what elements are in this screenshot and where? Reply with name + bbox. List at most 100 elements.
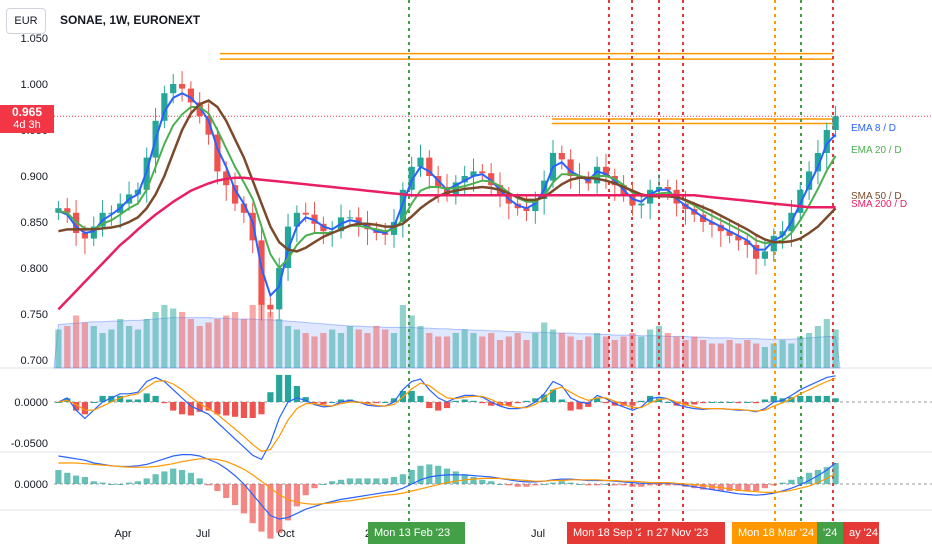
panel3-hist-bar — [823, 467, 830, 484]
volume-bar — [284, 326, 292, 368]
candle-body — [708, 222, 716, 225]
last-price-badge: 0.965 4d 3h — [0, 105, 54, 133]
panel3-hist-bar — [55, 470, 62, 484]
candle-body — [161, 93, 168, 121]
candle-body — [488, 173, 495, 186]
panel2-hist-bar — [205, 402, 212, 411]
panel2-hist-bar — [426, 402, 433, 409]
panel2-hist-bar — [284, 374, 292, 402]
panel3-hist-bar — [443, 468, 451, 484]
legend-ema8: EMA 8 / D — [851, 123, 897, 134]
panel2-hist-bar — [73, 402, 80, 411]
volume-bar — [267, 312, 274, 368]
panel3-hist-bar — [64, 472, 71, 484]
panel3-hist-bar — [611, 484, 618, 486]
panel3-hist-bar — [541, 484, 548, 485]
volume-bar — [655, 326, 663, 368]
panel3-hist-bar — [276, 484, 283, 533]
panel2-hist-bar — [638, 400, 645, 402]
volume-bar — [417, 326, 424, 368]
panel3-hist-bar — [249, 484, 256, 524]
candle-body — [602, 166, 610, 176]
panel2-hist-bar — [655, 398, 663, 402]
volume-bar — [708, 343, 716, 368]
candle-body — [753, 245, 760, 259]
panel2-hist-bar — [514, 402, 521, 404]
panel2-hist-bar — [479, 402, 486, 404]
panel2-hist-bar — [408, 390, 415, 402]
date-label-feb23: Mon 13 Feb '23 — [368, 522, 465, 544]
panel3-hist-bar — [452, 471, 459, 484]
panel2-hist-bar — [293, 386, 300, 402]
panel3-hist-bar — [549, 482, 557, 484]
panel2-hist-bar — [814, 395, 821, 402]
panel3-hist-bar — [240, 484, 247, 514]
panel2-hist-bar — [567, 402, 574, 411]
panel2-hist-bar — [523, 400, 530, 402]
candle-body — [735, 235, 742, 241]
volume-bar — [602, 336, 610, 368]
volume-bar — [399, 305, 406, 368]
volume-bar — [249, 305, 256, 368]
volume-bar — [232, 312, 239, 368]
sma200-line — [57, 176, 836, 311]
candle-body — [179, 84, 186, 89]
candle-body — [426, 157, 433, 176]
candle-body — [779, 231, 786, 236]
candle-body — [90, 226, 97, 239]
candle-body — [823, 130, 830, 153]
candle-body — [346, 217, 353, 219]
volume-bar — [814, 326, 821, 368]
panel2-hist-bar — [390, 398, 398, 402]
candle-body — [664, 187, 671, 190]
panel3-hist-bar — [753, 484, 760, 491]
panel3-hist-bar — [761, 484, 768, 489]
volume-bar — [55, 329, 62, 368]
candle-body — [214, 134, 221, 172]
panel2-hist-bar — [161, 402, 168, 404]
volume-bar — [664, 333, 671, 368]
panel3-hist-bar — [81, 477, 88, 484]
panel3-hist-bar — [311, 484, 318, 489]
panel3-hist-bar — [505, 484, 512, 486]
panel2-tick-label: 0.0000 — [14, 397, 48, 409]
volume-bar — [576, 340, 583, 368]
volume-bar — [726, 340, 733, 368]
y-tick-label: 1.000 — [20, 79, 48, 91]
volume-bar — [196, 326, 203, 368]
y-tick-label: 0.700 — [20, 355, 48, 367]
volume-bar — [753, 343, 760, 368]
volume-bar — [479, 336, 486, 368]
candle-body — [532, 199, 539, 211]
candle-body — [108, 212, 115, 214]
volume-bar — [240, 319, 247, 368]
volume-bar — [744, 340, 751, 368]
panel3-hist-bar — [655, 484, 663, 486]
candle-body — [355, 217, 362, 224]
volume-bar — [567, 336, 574, 368]
candle-body — [267, 304, 274, 310]
candle-body — [240, 203, 247, 213]
candle-body — [655, 187, 663, 190]
volume-bar — [735, 343, 742, 368]
panel3-hist-bar — [417, 465, 424, 484]
panel2-hist-bar — [708, 402, 716, 403]
volume-bar — [823, 319, 830, 368]
panel2-hist-bar — [576, 402, 583, 410]
volume-bar — [700, 340, 707, 368]
panel2-hist-bar — [81, 402, 88, 415]
panel3-hist-bar — [117, 484, 124, 485]
panel3-hist-bar — [744, 484, 751, 491]
candle-body — [770, 235, 777, 252]
panel2-hist-bar — [532, 398, 539, 402]
volume-bar — [594, 333, 601, 368]
panel3-hist-bar — [523, 484, 530, 487]
candle-body — [761, 251, 768, 259]
volume-bar — [505, 336, 512, 368]
panel3-hist-bar — [779, 482, 786, 484]
panel3-hist-bar — [788, 479, 795, 484]
currency-selector[interactable]: EUR — [6, 8, 46, 34]
volume-bar — [64, 326, 71, 368]
candle-body — [55, 208, 62, 213]
panel2-hist-bar — [143, 393, 150, 402]
